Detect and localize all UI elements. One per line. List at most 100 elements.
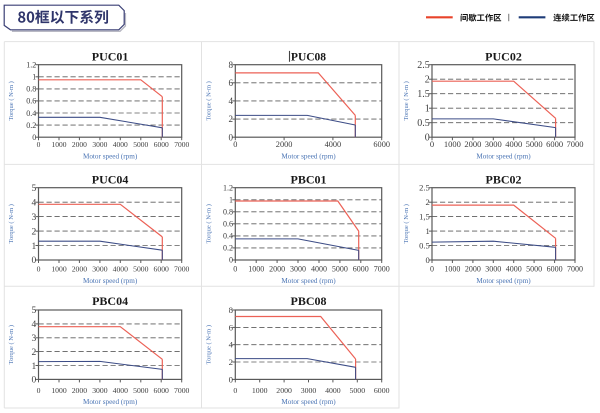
svg-text:7000: 7000 bbox=[374, 264, 390, 273]
svg-text:4000: 4000 bbox=[113, 264, 129, 273]
svg-text:PBC04: PBC04 bbox=[92, 294, 128, 308]
svg-text:6000: 6000 bbox=[547, 264, 563, 273]
svg-text:4000: 4000 bbox=[506, 264, 522, 273]
svg-text:8: 8 bbox=[229, 60, 234, 70]
svg-text:5000: 5000 bbox=[133, 264, 149, 273]
svg-text:3: 3 bbox=[32, 213, 37, 223]
svg-text:2: 2 bbox=[32, 227, 37, 237]
svg-text:1000: 1000 bbox=[51, 264, 67, 273]
svg-text:0: 0 bbox=[229, 374, 234, 384]
svg-text:1.2: 1.2 bbox=[26, 60, 36, 69]
svg-text:7000: 7000 bbox=[567, 139, 584, 149]
svg-text:2000: 2000 bbox=[464, 139, 481, 149]
svg-text:0: 0 bbox=[37, 140, 41, 149]
svg-text:1: 1 bbox=[32, 73, 36, 82]
svg-text:1000: 1000 bbox=[52, 140, 67, 149]
svg-text:1.2: 1.2 bbox=[223, 183, 233, 192]
svg-text:5000: 5000 bbox=[526, 264, 542, 273]
svg-text:0: 0 bbox=[430, 264, 434, 273]
svg-text:4: 4 bbox=[32, 320, 37, 330]
svg-text:PBC02: PBC02 bbox=[486, 173, 522, 187]
svg-text:0.4: 0.4 bbox=[26, 109, 36, 118]
svg-text:PUC04: PUC04 bbox=[92, 173, 129, 187]
svg-text:0: 0 bbox=[425, 255, 429, 265]
svg-text:Torque ( N-m ): Torque ( N-m ) bbox=[206, 325, 213, 364]
svg-text:1000: 1000 bbox=[444, 139, 461, 149]
svg-text:Torque ( N-m ): Torque ( N-m ) bbox=[8, 204, 15, 243]
svg-text:6000: 6000 bbox=[374, 386, 390, 395]
svg-text:2000: 2000 bbox=[269, 264, 285, 273]
svg-text:Torque ( N-m ): Torque ( N-m ) bbox=[403, 204, 410, 243]
svg-text:0.5: 0.5 bbox=[419, 240, 430, 250]
svg-text:0: 0 bbox=[233, 264, 237, 273]
svg-text:0.4: 0.4 bbox=[223, 232, 233, 241]
svg-text:6000: 6000 bbox=[154, 264, 170, 273]
svg-text:2000: 2000 bbox=[276, 386, 292, 395]
svg-text:5: 5 bbox=[32, 306, 37, 316]
svg-text:0.6: 0.6 bbox=[26, 97, 36, 106]
svg-text:5000: 5000 bbox=[133, 386, 149, 395]
svg-text:6000: 6000 bbox=[154, 386, 170, 395]
svg-text:2000: 2000 bbox=[465, 264, 481, 273]
svg-text:1: 1 bbox=[32, 362, 37, 372]
svg-text:0: 0 bbox=[229, 132, 234, 142]
svg-text:2000: 2000 bbox=[276, 140, 293, 149]
svg-text:4000: 4000 bbox=[311, 264, 327, 273]
svg-text:2000: 2000 bbox=[72, 264, 88, 273]
svg-text:0.2: 0.2 bbox=[26, 121, 36, 130]
svg-text:6: 6 bbox=[229, 322, 234, 332]
svg-text:2: 2 bbox=[229, 357, 233, 367]
svg-text:0: 0 bbox=[233, 140, 237, 149]
svg-text:1: 1 bbox=[425, 226, 429, 236]
svg-text:2: 2 bbox=[32, 348, 37, 358]
svg-text:5000: 5000 bbox=[526, 139, 543, 149]
svg-text:0: 0 bbox=[425, 133, 430, 144]
svg-text:3000: 3000 bbox=[485, 139, 502, 149]
svg-text:Motor speed (rpm): Motor speed (rpm) bbox=[281, 152, 336, 160]
svg-text:0: 0 bbox=[32, 376, 37, 386]
svg-text:1: 1 bbox=[229, 196, 233, 205]
svg-text:5000: 5000 bbox=[133, 140, 148, 149]
svg-text:7000: 7000 bbox=[174, 264, 190, 273]
svg-text:6000: 6000 bbox=[373, 140, 390, 149]
svg-text:Torque ( N-m ): Torque ( N-m ) bbox=[8, 81, 15, 120]
svg-text:4: 4 bbox=[32, 198, 37, 208]
svg-text:0: 0 bbox=[37, 264, 41, 273]
svg-text:2: 2 bbox=[425, 75, 430, 86]
svg-text:5000: 5000 bbox=[350, 386, 366, 395]
svg-text:7000: 7000 bbox=[567, 264, 583, 273]
svg-text:3: 3 bbox=[32, 334, 37, 344]
svg-text:3000: 3000 bbox=[92, 264, 108, 273]
svg-text:4000: 4000 bbox=[325, 140, 342, 149]
svg-text:PUC01: PUC01 bbox=[92, 49, 129, 63]
svg-text:1000: 1000 bbox=[248, 264, 264, 273]
svg-text:6000: 6000 bbox=[154, 140, 169, 149]
svg-text:2000: 2000 bbox=[72, 386, 88, 395]
svg-text:Torque ( N-m ): Torque ( N-m ) bbox=[8, 325, 15, 364]
svg-text:PBC08: PBC08 bbox=[291, 294, 327, 308]
svg-text:Motor speed (rpm): Motor speed (rpm) bbox=[476, 152, 531, 160]
svg-text:7000: 7000 bbox=[174, 140, 189, 149]
svg-text:6000: 6000 bbox=[353, 264, 369, 273]
svg-text:3000: 3000 bbox=[290, 264, 306, 273]
svg-text:4000: 4000 bbox=[505, 139, 522, 149]
svg-text:0.8: 0.8 bbox=[26, 85, 36, 94]
svg-text:PBC01: PBC01 bbox=[291, 173, 327, 187]
svg-text:1000: 1000 bbox=[252, 386, 268, 395]
svg-text:Motor speed (rpm): Motor speed (rpm) bbox=[83, 152, 138, 160]
svg-text:4: 4 bbox=[229, 340, 234, 350]
svg-text:2.5: 2.5 bbox=[419, 183, 430, 193]
svg-text:5: 5 bbox=[32, 184, 37, 194]
svg-text:0.2: 0.2 bbox=[223, 244, 233, 253]
svg-text:3000: 3000 bbox=[485, 264, 501, 273]
svg-text:3000: 3000 bbox=[92, 140, 107, 149]
svg-text:2.5: 2.5 bbox=[417, 60, 430, 71]
svg-text:7000: 7000 bbox=[174, 386, 190, 395]
svg-text:1.5: 1.5 bbox=[417, 89, 430, 100]
svg-text:6000: 6000 bbox=[546, 139, 563, 149]
svg-text:1,5: 1,5 bbox=[419, 212, 430, 222]
svg-text:Torque ( N-m ): Torque ( N-m ) bbox=[206, 81, 213, 120]
svg-text:0: 0 bbox=[37, 386, 41, 395]
svg-text:0: 0 bbox=[229, 256, 233, 265]
svg-text:0.6: 0.6 bbox=[223, 220, 233, 229]
